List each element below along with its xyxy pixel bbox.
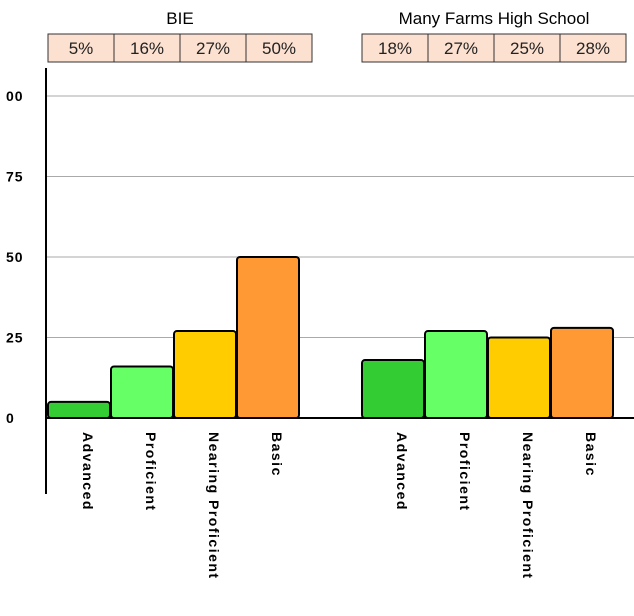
bars [47, 256, 614, 420]
value-label-box [245, 33, 313, 63]
y-tick-label: 0 [6, 410, 15, 426]
y-tick-label: 25 [6, 330, 24, 346]
axes: 0 25 50 75 00 [6, 68, 634, 494]
bar [487, 336, 551, 419]
value-label-box [559, 33, 627, 63]
value-label: 18% [378, 39, 412, 58]
gridlines [46, 95, 634, 338]
bar [550, 326, 614, 419]
value-label: 27% [196, 39, 230, 58]
category-label: Basic [269, 432, 285, 477]
y-tick-label: 00 [6, 88, 24, 104]
category-label: Advanced [80, 432, 96, 511]
value-label: 5% [69, 39, 94, 58]
y-tick-label: 50 [6, 249, 24, 265]
bar [361, 359, 425, 420]
bar [47, 400, 111, 419]
value-label: 16% [130, 39, 164, 58]
value-label-box [427, 33, 495, 63]
group-title: Many Farms High School [399, 9, 590, 28]
category-label: Nearing Proficient [520, 432, 536, 580]
value-label: 27% [444, 39, 478, 58]
category-label: Proficient [457, 432, 473, 512]
bar [236, 256, 300, 419]
bar [173, 330, 237, 419]
value-label-box [179, 33, 247, 63]
bar [110, 365, 174, 420]
y-tick-label: 75 [6, 169, 24, 185]
value-label-box [361, 33, 429, 63]
value-label-box [493, 33, 561, 63]
category-label: Advanced [394, 432, 410, 511]
category-label: Nearing Proficient [206, 432, 222, 580]
category-labels: Advanced Proficient Nearing Proficient Basi… [80, 432, 599, 580]
group-headers: 5% 16% 27% 50% BIE 18% 27% 25% 28% Many Farms Hig… [47, 9, 627, 63]
value-label: 25% [510, 39, 544, 58]
category-label: Basic [583, 432, 599, 477]
bar [424, 330, 488, 419]
value-label: 50% [262, 39, 296, 58]
value-label: 28% [576, 39, 610, 58]
category-label: Proficient [143, 432, 159, 512]
group-title: BIE [166, 9, 193, 28]
